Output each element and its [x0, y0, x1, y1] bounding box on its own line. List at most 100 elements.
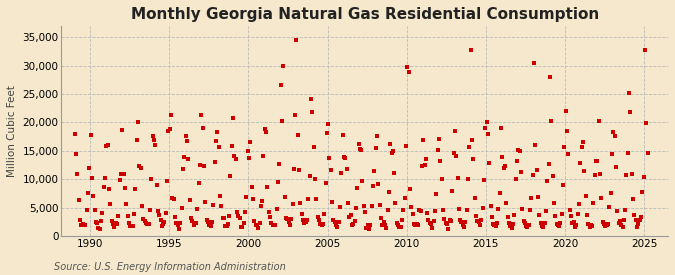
Point — [484, 161, 495, 165]
Point — [345, 213, 356, 217]
Point — [122, 214, 133, 218]
Point — [215, 194, 225, 198]
Point — [373, 181, 383, 186]
Point — [148, 138, 159, 142]
Point — [572, 211, 583, 216]
Point — [610, 134, 620, 138]
Point — [504, 221, 514, 225]
Point — [439, 217, 450, 222]
Point — [375, 216, 386, 221]
Point — [362, 223, 373, 227]
Point — [84, 166, 95, 170]
Point — [182, 139, 192, 144]
Point — [85, 133, 96, 138]
Point — [618, 218, 629, 222]
Point — [476, 218, 487, 222]
Point — [580, 194, 591, 198]
Point — [414, 208, 425, 212]
Point — [284, 223, 295, 228]
Point — [348, 222, 358, 226]
Point — [361, 225, 372, 230]
Point — [512, 159, 522, 163]
Point — [144, 208, 155, 213]
Point — [377, 223, 387, 227]
Point — [208, 203, 219, 208]
Point — [639, 175, 649, 180]
Point — [134, 164, 145, 168]
Point — [588, 200, 599, 205]
Point — [307, 109, 318, 114]
Point — [111, 221, 122, 226]
Point — [431, 192, 442, 197]
Point — [497, 155, 508, 159]
Point — [212, 130, 223, 134]
Point — [80, 223, 90, 228]
Point — [545, 75, 556, 79]
Point — [412, 223, 423, 227]
Point — [425, 221, 435, 226]
Point — [563, 152, 574, 156]
Point — [246, 185, 257, 190]
Point — [109, 225, 119, 229]
Point — [600, 223, 611, 228]
Point — [153, 209, 163, 213]
Point — [601, 223, 612, 228]
Point — [559, 145, 570, 150]
Point — [121, 202, 132, 207]
Point — [157, 224, 167, 228]
Text: Source: U.S. Energy Information Administration: Source: U.S. Energy Information Administ… — [54, 262, 286, 272]
Point — [303, 196, 314, 201]
Point — [327, 199, 338, 204]
Point — [421, 157, 431, 162]
Point — [310, 177, 321, 181]
Point — [292, 133, 303, 137]
Point — [630, 218, 641, 222]
Point — [404, 187, 415, 191]
Point — [365, 222, 376, 227]
Point — [636, 214, 647, 219]
Point — [386, 151, 397, 155]
Point — [472, 219, 483, 224]
Point — [624, 91, 634, 95]
Point — [480, 126, 491, 131]
Point — [593, 119, 604, 123]
Point — [317, 221, 328, 226]
Point — [233, 214, 244, 218]
Point — [552, 223, 563, 228]
Point — [154, 213, 165, 218]
Point — [290, 112, 300, 117]
Point — [537, 223, 547, 228]
Point — [104, 186, 115, 191]
Point — [410, 223, 421, 227]
Point — [97, 211, 108, 215]
Point — [274, 162, 285, 166]
Point — [547, 174, 558, 178]
Point — [96, 219, 107, 223]
Point — [244, 155, 254, 160]
Point — [465, 48, 476, 52]
Point — [584, 225, 595, 230]
Point — [450, 129, 460, 133]
Point — [556, 211, 567, 216]
Point — [571, 223, 582, 227]
Point — [632, 225, 643, 229]
Point — [385, 142, 396, 147]
Point — [311, 197, 322, 202]
Point — [378, 220, 389, 225]
Point — [173, 226, 184, 231]
Point — [387, 149, 398, 153]
Point — [599, 222, 610, 226]
Point — [340, 156, 351, 161]
Point — [194, 180, 205, 185]
Point — [354, 147, 365, 152]
Point — [198, 164, 209, 169]
Point — [422, 211, 433, 216]
Point — [539, 221, 550, 225]
Point — [585, 223, 596, 227]
Point — [90, 220, 101, 224]
Point — [232, 210, 242, 214]
Point — [158, 222, 169, 226]
Point — [487, 214, 497, 219]
Point — [616, 223, 626, 227]
Point — [393, 222, 404, 227]
